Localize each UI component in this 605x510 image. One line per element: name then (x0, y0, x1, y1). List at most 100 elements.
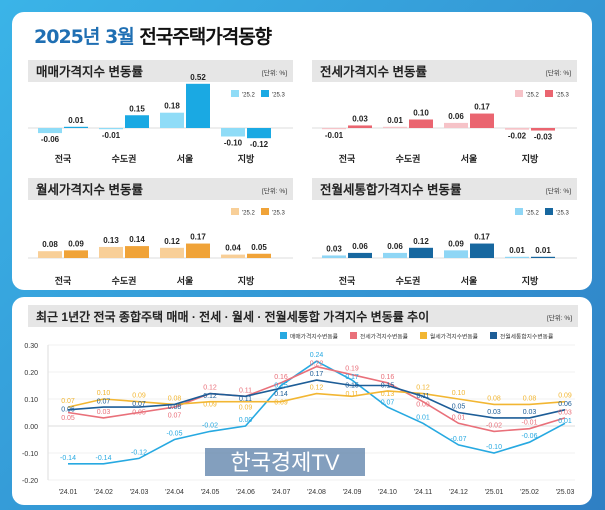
bar (383, 252, 407, 258)
bar (125, 115, 149, 128)
point-label: 0.09 (416, 402, 430, 409)
point-label: 0.19 (345, 366, 359, 373)
point-label: 0.09 (132, 393, 146, 400)
data-label: 0.18 (164, 102, 180, 111)
summary-panel: 2025년 3월 전국주택가격동향 (12, 12, 592, 290)
bar (247, 253, 271, 258)
legend-label: '25.3 (556, 93, 569, 99)
point-label: 0.17 (310, 371, 324, 378)
point-label: 0.22 (310, 361, 324, 368)
point-label: -0.02 (486, 422, 502, 429)
x-tick-label: '24.07 (272, 489, 291, 496)
data-label: 0.09 (448, 239, 464, 248)
point-label: 0.09 (203, 402, 217, 409)
point-label: 0.15 (381, 382, 395, 389)
data-label: 0.12 (413, 237, 429, 246)
point-label: 0.12 (203, 393, 217, 400)
data-label: 0.06 (448, 112, 464, 121)
legend-swatch (420, 332, 427, 339)
bar (383, 126, 407, 128)
data-label: -0.10 (224, 139, 243, 148)
point-label: 0.08 (168, 395, 182, 402)
chart-title: 전세가격지수 변동률 (320, 64, 427, 79)
data-label: 0.01 (68, 116, 84, 125)
point-label: 0.09 (274, 399, 288, 406)
point-label: 0.17 (345, 374, 359, 381)
data-label: -0.12 (250, 140, 269, 149)
bar (348, 125, 372, 128)
chart-title: 월세가격지수 변동률 (36, 182, 143, 197)
data-label: 0.06 (387, 242, 403, 251)
data-label: 0.15 (129, 104, 145, 113)
point-label: 0.11 (345, 391, 358, 398)
series-line (67, 379, 566, 419)
point-label: 0.09 (558, 393, 572, 400)
legend-label: '25.3 (272, 211, 285, 217)
legend-label: 전세가격지수변동률 (360, 333, 409, 341)
x-tick-label: '24.09 (343, 489, 362, 496)
legend-swatch (261, 208, 269, 215)
data-label: 0.52 (190, 73, 206, 82)
x-tick-label: '25.02 (520, 489, 539, 496)
data-label: 0.04 (225, 244, 241, 253)
data-label: 0.01 (535, 246, 551, 255)
legend-label: '25.2 (242, 93, 255, 99)
bar (531, 256, 555, 258)
bar-chart-4: 전월세통합가격지수 변동률 [단위: %] '25.2 '25.3 0.03 0.06 전국… (312, 178, 577, 286)
point-label: 0.07 (132, 401, 146, 408)
point-label: -0.05 (167, 431, 183, 438)
data-label: 0.03 (326, 244, 342, 253)
data-label: 0.17 (474, 103, 490, 112)
data-label: -0.01 (102, 131, 121, 140)
point-label: -0.14 (60, 455, 76, 462)
point-label: -0.14 (96, 455, 112, 462)
y-tick-label: 0.10 (24, 397, 38, 404)
legend-swatch (545, 208, 553, 215)
x-tick-label: '24.02 (94, 489, 113, 496)
bar (505, 128, 529, 130)
x-tick-label: '24.04 (165, 489, 184, 496)
data-label: 0.05 (251, 243, 267, 252)
watermark-box (205, 448, 365, 476)
category-label: 수도권 (112, 153, 137, 164)
legend-swatch (280, 332, 287, 339)
chart-header (28, 178, 293, 200)
point-label: -0.02 (202, 422, 218, 429)
point-label: 0.07 (97, 399, 111, 406)
point-label: 0.12 (310, 385, 324, 392)
series-line (68, 360, 566, 465)
bar (247, 128, 271, 139)
point-label: 0.11 (416, 393, 429, 400)
point-label: 0.15 (274, 382, 288, 389)
point-label: 0.10 (452, 390, 466, 397)
bar (531, 128, 555, 131)
unit-label: [단위: %] (546, 68, 571, 77)
point-label: 0.07 (168, 412, 182, 419)
point-label: 0.01 (452, 414, 466, 421)
category-label: 전국 (55, 153, 72, 164)
chart-header (28, 60, 293, 82)
x-tick-label: '24.11 (414, 489, 432, 496)
bar (99, 246, 123, 258)
category-label: 전국 (339, 275, 356, 286)
point-label: 0.16 (381, 374, 395, 381)
bar (221, 128, 245, 137)
point-label: 0.11 (239, 387, 252, 394)
legend-label: '25.2 (242, 211, 255, 217)
category-label: 지방 (522, 153, 539, 164)
unit-label: [단위: %] (547, 313, 572, 322)
bar (322, 255, 346, 258)
x-tick-label: '24.01 (59, 489, 78, 496)
point-label: 0.06 (558, 401, 572, 408)
bar (99, 128, 123, 130)
y-tick-label: 0.30 (24, 343, 38, 350)
point-label: 0.05 (61, 415, 75, 422)
legend-label: '25.2 (526, 93, 539, 99)
category-label: 수도권 (112, 275, 137, 286)
x-tick-label: '25.03 (556, 489, 575, 496)
watermark-logo: 한국경제TV (205, 448, 365, 476)
point-label: -0.07 (451, 436, 467, 443)
bar (470, 243, 494, 258)
data-label: -0.06 (41, 135, 60, 144)
